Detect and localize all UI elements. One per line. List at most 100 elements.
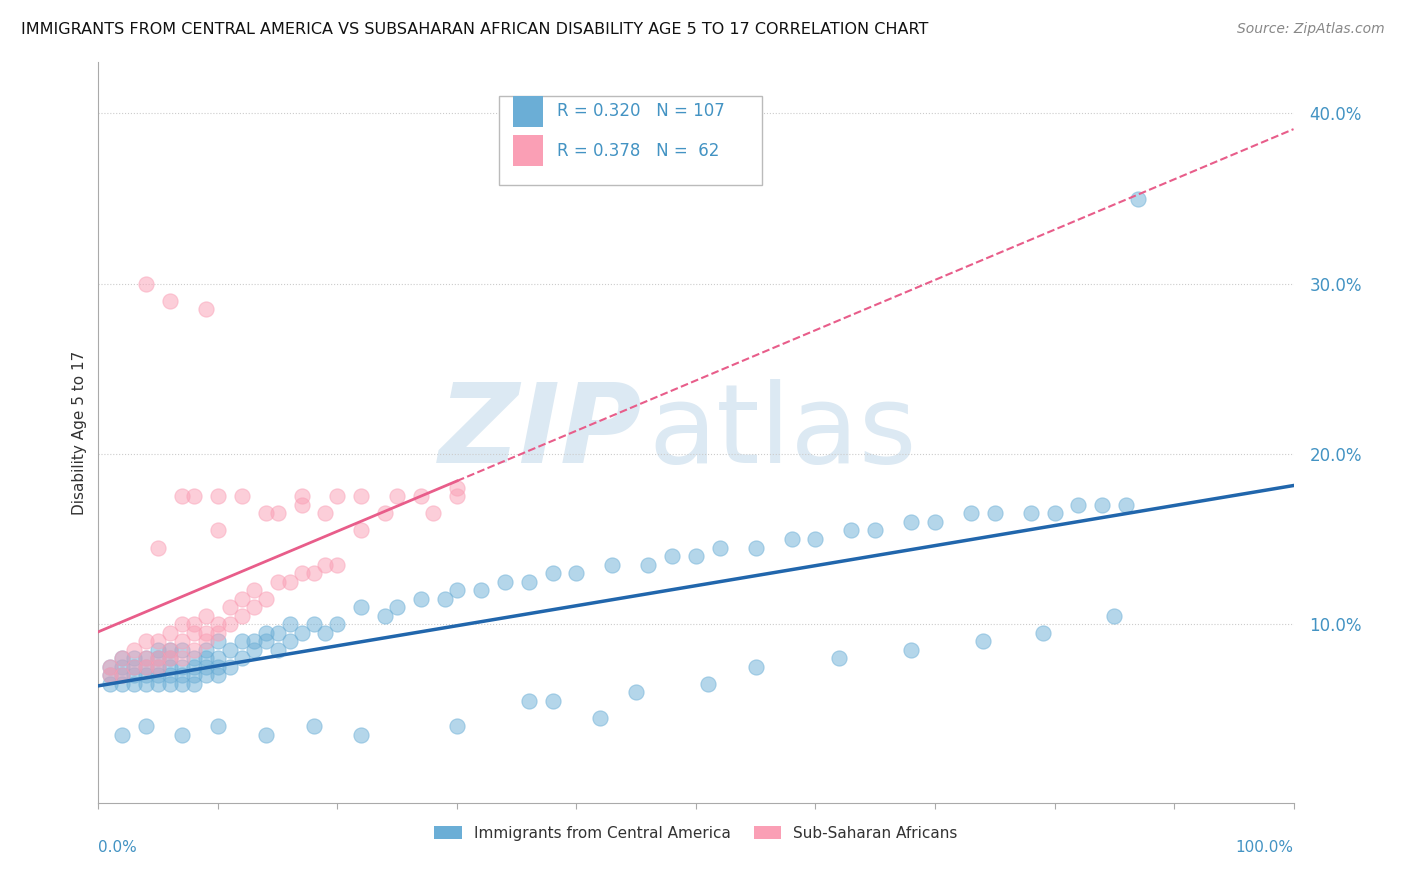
- Point: [98, 659, 122, 673]
- Point: [159, 659, 181, 673]
- Point: [350, 490, 373, 504]
- Point: [243, 582, 266, 597]
- Point: [195, 634, 218, 648]
- Point: [207, 617, 229, 632]
- Text: R = 0.378   N =  62: R = 0.378 N = 62: [557, 142, 720, 160]
- Point: [207, 668, 229, 682]
- Point: [172, 490, 194, 504]
- Point: [254, 591, 277, 606]
- Point: [1067, 498, 1090, 512]
- Point: [148, 668, 170, 682]
- Point: [302, 617, 325, 632]
- Point: [1091, 498, 1114, 512]
- Point: [589, 711, 612, 725]
- Text: 100.0%: 100.0%: [1236, 840, 1294, 855]
- Point: [243, 600, 266, 615]
- Point: [98, 668, 122, 682]
- Point: [207, 490, 229, 504]
- Point: [111, 676, 134, 690]
- Point: [841, 524, 863, 538]
- Point: [385, 600, 409, 615]
- Point: [183, 659, 205, 673]
- Point: [422, 507, 444, 521]
- Point: [124, 659, 146, 673]
- Point: [541, 566, 564, 580]
- Point: [135, 719, 157, 733]
- Point: [124, 642, 146, 657]
- Point: [148, 642, 170, 657]
- Text: 0.0%: 0.0%: [98, 840, 138, 855]
- Point: [135, 668, 157, 682]
- Point: [984, 507, 1007, 521]
- Point: [565, 566, 588, 580]
- Point: [159, 625, 181, 640]
- Point: [195, 625, 218, 640]
- Point: [172, 676, 194, 690]
- Point: [315, 625, 337, 640]
- Point: [243, 634, 266, 648]
- Point: [207, 651, 229, 665]
- Point: [135, 651, 157, 665]
- Point: [219, 659, 242, 673]
- Point: [159, 651, 181, 665]
- Point: [685, 549, 707, 563]
- Point: [183, 642, 205, 657]
- Point: [124, 676, 146, 690]
- Point: [900, 515, 922, 529]
- Point: [124, 659, 146, 673]
- Point: [98, 676, 122, 690]
- Text: ZIP: ZIP: [439, 379, 643, 486]
- Point: [195, 668, 218, 682]
- Point: [1019, 507, 1042, 521]
- Point: [865, 524, 887, 538]
- Point: [291, 566, 314, 580]
- Point: [159, 651, 181, 665]
- Point: [828, 651, 851, 665]
- Point: [302, 719, 325, 733]
- Point: [135, 659, 157, 673]
- Point: [924, 515, 946, 529]
- Point: [195, 651, 218, 665]
- Point: [148, 541, 170, 555]
- Point: [470, 582, 492, 597]
- Point: [745, 541, 768, 555]
- Point: [135, 676, 157, 690]
- Point: [267, 642, 290, 657]
- Point: [207, 659, 229, 673]
- Point: [195, 659, 218, 673]
- Point: [1128, 192, 1150, 206]
- Point: [411, 591, 433, 606]
- FancyBboxPatch shape: [513, 135, 543, 166]
- Point: [111, 668, 134, 682]
- FancyBboxPatch shape: [499, 95, 762, 185]
- Point: [960, 507, 983, 521]
- Point: [626, 685, 648, 699]
- Legend: Immigrants from Central America, Sub-Saharan Africans: Immigrants from Central America, Sub-Sah…: [427, 820, 965, 847]
- Text: R = 0.320   N = 107: R = 0.320 N = 107: [557, 103, 725, 120]
- Point: [350, 600, 373, 615]
- Point: [159, 642, 181, 657]
- Point: [219, 600, 242, 615]
- Point: [254, 507, 277, 521]
- Point: [148, 676, 170, 690]
- Point: [183, 651, 205, 665]
- Point: [745, 659, 768, 673]
- Point: [135, 651, 157, 665]
- Point: [434, 591, 457, 606]
- Point: [494, 574, 516, 589]
- Point: [291, 625, 314, 640]
- Point: [517, 694, 540, 708]
- Point: [780, 532, 803, 546]
- Point: [972, 634, 994, 648]
- Point: [98, 668, 122, 682]
- Point: [172, 659, 194, 673]
- Point: [172, 651, 194, 665]
- Point: [446, 719, 468, 733]
- Point: [111, 651, 134, 665]
- Point: [278, 617, 301, 632]
- Point: [231, 651, 253, 665]
- Point: [291, 490, 314, 504]
- Point: [172, 642, 194, 657]
- Point: [350, 728, 373, 742]
- Point: [231, 490, 253, 504]
